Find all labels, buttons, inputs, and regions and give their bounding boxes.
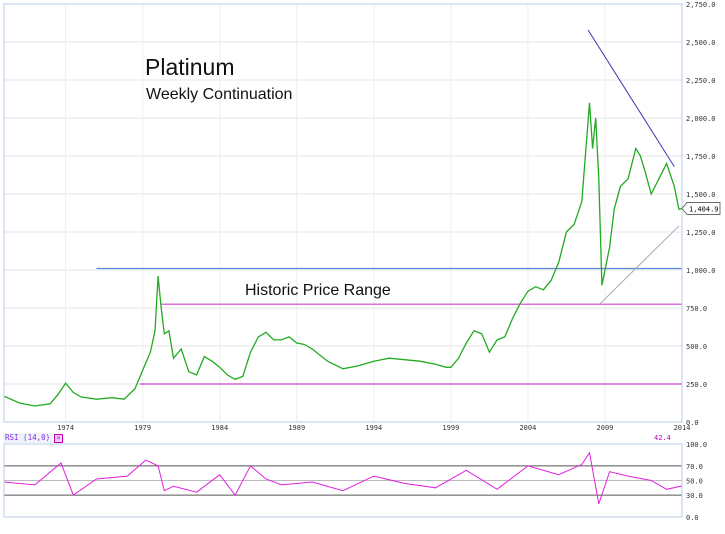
last-price-badge: 1,404.9 (681, 202, 721, 215)
price-trendline (599, 225, 680, 304)
price-annotations (96, 29, 682, 385)
price-x-tick-label: 2009 (597, 424, 614, 432)
rsi-indicator-badge[interactable]: RSI (14,0) × (3, 433, 64, 443)
rsi-y-tick-label: 70.0 (686, 463, 703, 471)
rsi-y-tick-label: 30.0 (686, 492, 703, 500)
price-gridlines (4, 3, 683, 423)
price-trendline (587, 29, 675, 167)
price-y-tick-label: 1,250.0 (686, 229, 716, 237)
price-y-tick-label: 1,500.0 (686, 191, 716, 199)
price-y-tick-label: 2,500.0 (686, 39, 716, 47)
last-price-label: 1,404.9 (689, 205, 719, 213)
price-x-tick-label: 1984 (211, 424, 228, 432)
price-y-tick-label: 250.0 (686, 381, 707, 389)
rsi-plot-frame (3, 443, 683, 518)
price-y-tick-label: 2,000.0 (686, 115, 716, 123)
price-y-tick-label: 2,750.0 (686, 1, 716, 9)
rsi-chart: 0.0 30.0 50.0 70.0 100.0 (3, 441, 707, 522)
close-icon[interactable]: × (54, 433, 64, 443)
price-x-tick-label: 1974 (57, 424, 74, 432)
rsi-y-tick-label: 50.0 (686, 478, 703, 486)
price-y-tick-label: 1,000.0 (686, 267, 716, 275)
price-x-tick-label: 1999 (442, 424, 459, 432)
price-x-tick-label: 1979 (134, 424, 151, 432)
chart-subtitle: Weekly Continuation (146, 86, 293, 103)
price-x-tick-label: 2004 (519, 424, 536, 432)
rsi-series-line (3, 451, 683, 505)
price-chart: 0.0 250.0 500.0 750.0 1,000.0 1,250.0 1,500.0 1… (3, 1, 721, 432)
rsi-current-value: 42.4 (654, 434, 671, 442)
price-x-tick-label: 2014 (674, 424, 691, 432)
rsi-y-axis: 0.0 30.0 50.0 70.0 100.0 (686, 441, 707, 522)
price-plot-frame (3, 3, 683, 423)
historic-range-label: Historic Price Range (245, 282, 391, 299)
rsi-gridlines (4, 465, 682, 496)
price-x-tick-label: 1989 (288, 424, 305, 432)
price-series-line (3, 102, 683, 407)
rsi-y-tick-label: 0.0 (686, 514, 699, 522)
price-y-tick-label: 2,250.0 (686, 77, 716, 85)
rsi-y-tick-label: 100.0 (686, 441, 707, 449)
chart-title: Platinum (145, 54, 235, 80)
last-price-marker (681, 202, 721, 215)
price-y-tick-label: 750.0 (686, 305, 707, 313)
price-y-tick-label: 500.0 (686, 343, 707, 351)
price-y-axis: 0.0 250.0 500.0 750.0 1,000.0 1,250.0 1,500.0 1… (686, 1, 716, 427)
price-x-axis: 1974 1979 1984 1989 1994 1999 2004 2009 2014 (57, 424, 690, 432)
rsi-indicator-label: RSI (14,0) (3, 433, 53, 443)
price-y-tick-label: 0.0 (686, 419, 699, 427)
price-x-tick-label: 1994 (365, 424, 382, 432)
price-y-tick-label: 1,750.0 (686, 153, 716, 161)
